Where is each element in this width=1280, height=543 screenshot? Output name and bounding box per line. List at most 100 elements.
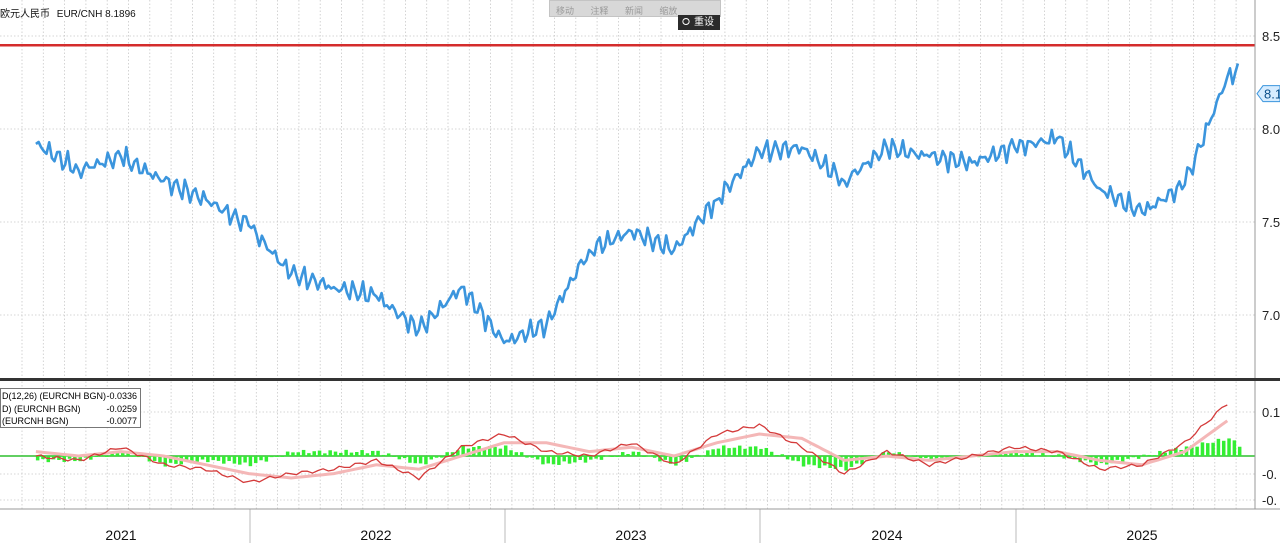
x-year-label: 2021 — [105, 527, 136, 543]
histogram-bar — [482, 448, 487, 456]
histogram-bar — [280, 456, 285, 457]
histogram-bar — [328, 450, 332, 456]
histogram-bar — [1110, 456, 1114, 464]
histogram-bar — [381, 454, 386, 456]
legend-row-histogram: (EURCNH BGN) -0.0077 — [2, 416, 137, 426]
histogram-bar — [370, 450, 375, 456]
histogram-bar — [684, 456, 689, 462]
histogram-bar — [993, 454, 997, 456]
histogram-bar — [1120, 456, 1125, 462]
histogram-bar — [1195, 446, 1199, 456]
histogram-bar — [445, 452, 449, 456]
histogram-bar — [413, 456, 418, 464]
histogram-bar — [1152, 455, 1157, 457]
histogram-bar — [397, 456, 402, 460]
chart-toolbar: 移动 注释 新闻 缩放 — [549, 0, 721, 17]
histogram-bar — [807, 456, 811, 465]
toolbar-news-button[interactable]: 新闻 — [624, 6, 643, 16]
histogram-bar — [487, 446, 492, 456]
last-price-tag-label: 8.1 — [1264, 87, 1280, 102]
histogram-bar — [1136, 456, 1141, 459]
histogram-bar — [1030, 452, 1035, 456]
histogram-bar — [216, 456, 221, 461]
histogram-bar — [658, 456, 662, 462]
histogram-bar — [519, 452, 524, 456]
histogram-bar — [780, 454, 785, 456]
histogram-bar — [737, 445, 742, 456]
histogram-bar — [706, 450, 710, 456]
y-tick-label: 8.5 — [1262, 29, 1280, 44]
histogram-bar — [1221, 440, 1226, 456]
histogram-bar — [796, 456, 800, 462]
histogram-bar — [222, 456, 226, 464]
histogram-bar — [1126, 456, 1130, 459]
histogram-bar — [1216, 438, 1221, 456]
histogram-bar — [493, 446, 497, 456]
histogram-bar — [227, 456, 231, 462]
x-year-label: 2023 — [615, 527, 646, 543]
histogram-bar — [41, 456, 45, 460]
histogram-bar — [1115, 456, 1120, 460]
series-name: 欧元人民币 — [0, 9, 50, 20]
lower-panel — [0, 404, 1255, 484]
x-year-label: 2022 — [360, 527, 391, 543]
histogram-bar — [695, 454, 699, 456]
histogram-bar — [1211, 442, 1215, 456]
histogram-bar — [764, 447, 769, 456]
reset-button[interactable]: ⭘ 重设 — [678, 15, 720, 30]
signal-line — [35, 419, 1229, 480]
histogram-bar — [642, 456, 646, 457]
histogram-bar — [317, 450, 322, 456]
legend-row-signal: D) (EURCNH BGN) -0.0259 — [2, 403, 137, 414]
histogram-bar — [860, 456, 864, 465]
histogram-bar — [748, 446, 753, 456]
histogram-bar — [1174, 447, 1178, 456]
histogram-bar — [897, 452, 902, 456]
toolbar-annotate-button[interactable]: 注释 — [590, 6, 609, 16]
histogram-bar — [168, 456, 173, 463]
lower-legend: D(12,26) (EURCNH BGN) -0.0336 D) (EURCNH… — [0, 388, 141, 428]
histogram-bar — [886, 452, 891, 456]
histogram-bar — [1046, 455, 1050, 457]
histogram-bar — [573, 456, 577, 463]
histogram-bar — [1062, 456, 1066, 459]
histogram-bar — [200, 456, 205, 460]
histogram-bar — [275, 456, 279, 457]
histogram-bar — [163, 456, 168, 467]
histogram-bar — [589, 456, 593, 460]
toolbar-zoom-button[interactable]: 缩放 — [659, 6, 678, 16]
histogram-bar — [636, 451, 641, 456]
histogram-bar — [1003, 453, 1008, 456]
y-tick-label: 7.0 — [1262, 308, 1280, 323]
histogram-bar — [408, 456, 412, 463]
x-year-label: 2025 — [1126, 527, 1157, 543]
histogram-bar — [732, 447, 737, 456]
upper-panel — [0, 44, 1255, 345]
histogram-bar — [195, 456, 199, 462]
histogram-bar — [583, 456, 588, 463]
histogram-bar — [131, 455, 136, 457]
histogram-bar — [1078, 456, 1082, 463]
histogram-bar — [908, 455, 912, 457]
histogram-bar — [551, 456, 556, 465]
toolbar-move-button[interactable]: 移动 — [556, 6, 575, 16]
histogram-bar — [844, 456, 848, 471]
histogram-bar — [158, 456, 162, 463]
histogram-bar — [238, 456, 242, 465]
histogram-bar — [285, 451, 290, 456]
histogram-bar — [402, 456, 407, 459]
last-value: 8.1896 — [105, 9, 136, 20]
histogram-bar — [105, 456, 109, 457]
histogram-bar — [562, 456, 566, 462]
histogram-bar — [849, 456, 854, 467]
histogram-bar — [1009, 452, 1013, 456]
histogram-bar — [1206, 443, 1210, 456]
histogram-bar — [626, 453, 630, 456]
chart-title: 欧元人民币 EUR/CNH 8.1896 — [0, 5, 136, 20]
histogram-bar — [615, 455, 620, 457]
histogram-bar — [679, 456, 683, 461]
histogram-bar — [1158, 450, 1162, 456]
histogram-bar — [1051, 456, 1056, 457]
histogram-bar — [546, 456, 550, 464]
